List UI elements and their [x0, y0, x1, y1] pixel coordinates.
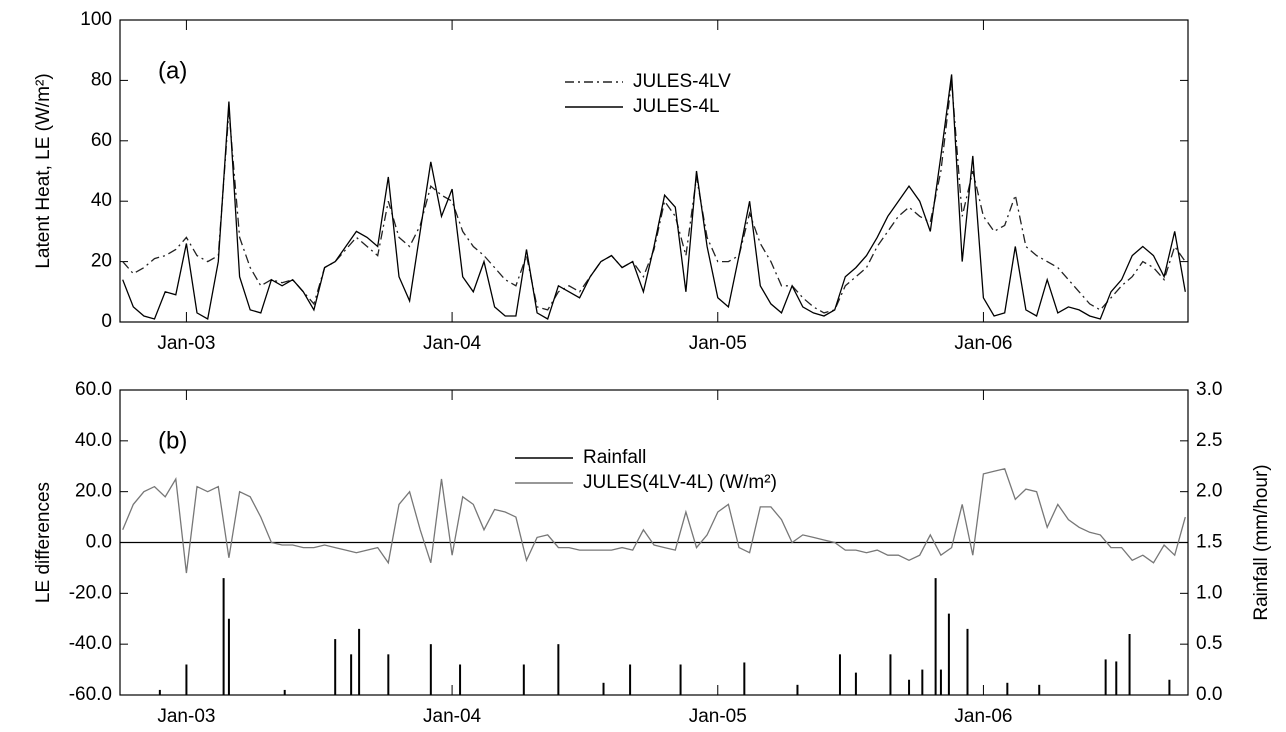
y2-tick-label: 3.0: [1196, 379, 1222, 400]
x-tick-label: Jan-06: [954, 706, 1012, 727]
y2-tick-label: 2.5: [1196, 430, 1222, 451]
y-tick-label: 40: [91, 190, 112, 211]
y2-tick-label: 0.0: [1196, 684, 1222, 705]
y-tick-label: -40.0: [69, 633, 112, 654]
legend-label: JULES(4LV-4L) (W/m²): [583, 472, 777, 493]
x-tick-label: Jan-05: [689, 706, 747, 727]
y2-tick-label: 1.5: [1196, 532, 1222, 553]
legend-label: Rainfall: [583, 447, 646, 468]
legend-label: JULES-4L: [633, 96, 720, 117]
panel-label: (a): [158, 57, 187, 84]
y-axis-label: Latent Heat, LE (W/m²): [33, 73, 54, 268]
y-tick-label: 100: [80, 9, 112, 30]
x-tick-label: Jan-06: [954, 333, 1012, 354]
y2-tick-label: 1.0: [1196, 582, 1222, 603]
y-tick-label: 40.0: [75, 430, 112, 451]
legend-label: JULES-4LV: [633, 71, 731, 92]
y-tick-label: 20.0: [75, 481, 112, 502]
x-tick-label: Jan-03: [157, 706, 215, 727]
y-tick-label: -20.0: [69, 582, 112, 603]
x-tick-label: Jan-04: [423, 333, 482, 354]
series-line: [122, 74, 1186, 321]
y-tick-label: 60: [91, 130, 112, 151]
series-line: [122, 468, 1186, 574]
y2-tick-label: 0.5: [1196, 633, 1222, 654]
y-tick-label: 0: [101, 311, 112, 332]
y2-axis-label: Rainfall (mm/hour): [1251, 464, 1272, 620]
y-tick-label: 60.0: [75, 379, 112, 400]
y-axis-label: LE differences: [33, 482, 54, 603]
panel-label: (b): [158, 427, 187, 454]
x-tick-label: Jan-05: [689, 333, 747, 354]
y-tick-label: 20: [91, 251, 112, 272]
x-tick-label: Jan-04: [423, 706, 482, 727]
y-tick-label: 80: [91, 69, 112, 90]
y-tick-label: -60.0: [69, 684, 112, 705]
y2-tick-label: 2.0: [1196, 481, 1222, 502]
y-tick-label: 0.0: [86, 532, 112, 553]
plot-frame: [119, 19, 1189, 323]
x-tick-label: Jan-03: [157, 333, 215, 354]
